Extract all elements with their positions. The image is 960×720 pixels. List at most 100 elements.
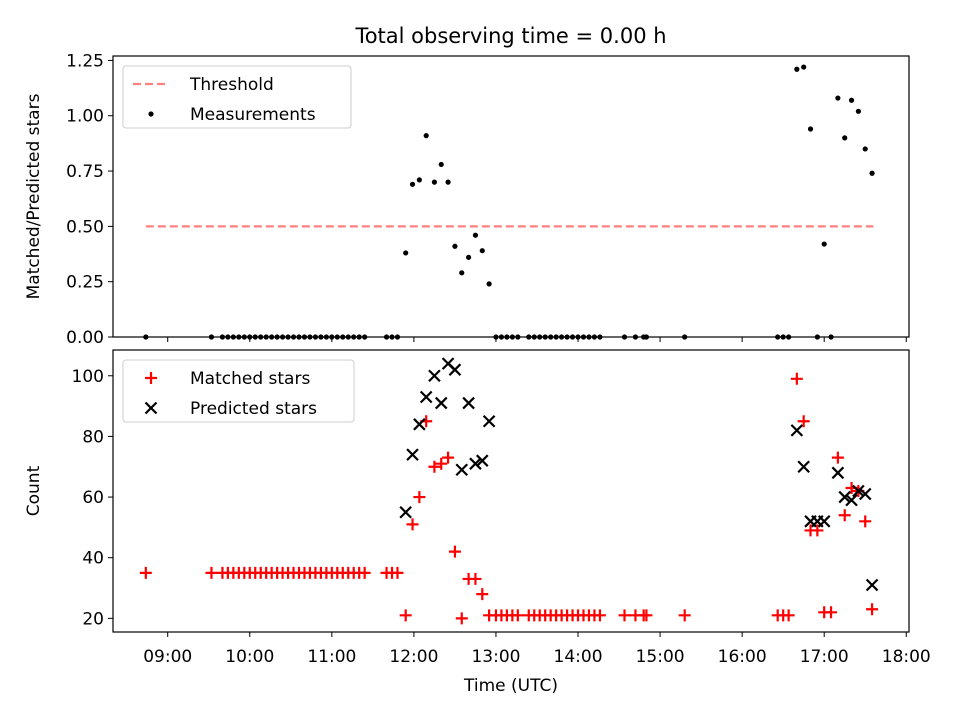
y-axis-label: Matched/Predicted stars xyxy=(24,93,44,299)
y-tick-label: 0.25 xyxy=(66,273,104,293)
data-point xyxy=(848,97,855,103)
data-point xyxy=(205,566,218,579)
data-point xyxy=(831,451,844,464)
data-point xyxy=(797,460,810,474)
data-point xyxy=(416,177,422,183)
y-tick-label: 0.75 xyxy=(66,162,104,182)
legend-label: Measurements xyxy=(190,105,316,125)
legend-swatch xyxy=(148,111,154,117)
x-axis-label: Time (UTC) xyxy=(463,676,558,696)
y-tick-label: 100 xyxy=(72,367,104,387)
data-point xyxy=(409,181,416,187)
x-tick-label: 09:00 xyxy=(143,647,192,667)
data-point xyxy=(435,457,448,470)
legend-swatch xyxy=(145,372,157,384)
data-point xyxy=(859,515,872,528)
x-tick-label: 16:00 xyxy=(718,647,767,667)
data-point xyxy=(469,457,482,470)
data-point xyxy=(423,133,429,139)
data-point xyxy=(413,491,426,504)
data-point xyxy=(403,250,409,256)
data-point xyxy=(794,66,800,72)
data-point xyxy=(406,518,419,531)
data-point xyxy=(807,126,814,132)
legend-label: Threshold xyxy=(189,75,274,95)
data-point xyxy=(466,254,472,260)
data-point xyxy=(434,396,448,410)
data-point xyxy=(821,241,827,247)
data-point xyxy=(419,390,433,404)
x-tick-label: 13:00 xyxy=(471,647,520,667)
data-point xyxy=(442,451,455,464)
x-tick-label: 12:00 xyxy=(389,647,438,667)
data-point xyxy=(486,281,492,287)
data-point xyxy=(838,490,851,504)
data-point xyxy=(862,146,868,152)
data-point xyxy=(438,161,444,168)
data-point xyxy=(790,372,803,385)
data-point xyxy=(817,515,831,528)
data-point xyxy=(858,487,872,501)
data-point xyxy=(782,609,795,622)
data-point xyxy=(459,270,465,276)
data-point xyxy=(469,572,482,585)
data-point xyxy=(511,609,524,622)
legend-label: Predicted stars xyxy=(190,399,317,419)
data-point xyxy=(790,424,804,437)
data-point xyxy=(811,524,824,537)
data-point xyxy=(866,603,879,616)
data-point xyxy=(448,545,461,558)
y-tick-label: 80 xyxy=(82,427,104,447)
y-tick-label: 1.00 xyxy=(66,107,104,127)
data-point xyxy=(869,170,875,176)
data-point xyxy=(482,414,496,428)
y-tick-label: 0.00 xyxy=(66,328,104,348)
legend-box xyxy=(122,65,352,129)
data-point xyxy=(855,108,861,114)
data-point xyxy=(479,248,485,254)
x-tick-label: 18:00 xyxy=(882,647,931,667)
data-point xyxy=(640,609,653,622)
data-point xyxy=(462,396,475,410)
x-tick-label: 17:00 xyxy=(800,647,849,667)
chart-title: Total observing time = 0.00 h xyxy=(354,24,666,48)
series-predicted-stars xyxy=(399,357,879,592)
data-point xyxy=(797,415,810,428)
data-point xyxy=(831,466,845,480)
data-point xyxy=(399,505,412,519)
x-tick-label: 14:00 xyxy=(554,647,603,667)
data-point xyxy=(845,493,858,507)
data-point xyxy=(452,243,458,249)
data-point xyxy=(399,609,412,622)
data-point xyxy=(476,454,489,467)
x-tick-label: 15:00 xyxy=(636,647,685,667)
data-point xyxy=(391,566,404,579)
data-point xyxy=(472,232,479,238)
legend-box xyxy=(122,359,355,423)
y-axis-label: Count xyxy=(24,465,44,516)
data-point xyxy=(455,612,468,625)
data-point xyxy=(618,609,631,622)
data-point xyxy=(593,609,606,622)
plot-frame xyxy=(112,55,910,338)
y-tick-label: 0.50 xyxy=(66,217,104,237)
data-point xyxy=(678,609,691,622)
data-point xyxy=(865,578,879,592)
data-point xyxy=(139,566,152,579)
panel-2: Count 20 40 60 80 100 09:00 10:00 11:00 12:00 13:0… xyxy=(24,349,931,667)
data-point xyxy=(448,363,462,376)
legend-swatch xyxy=(144,401,158,415)
x-tick-label: 11:00 xyxy=(307,647,356,667)
data-point xyxy=(428,369,441,383)
data-point xyxy=(413,418,426,431)
y-tick-label: 60 xyxy=(82,488,104,508)
data-point xyxy=(358,566,371,579)
data-point xyxy=(455,463,469,477)
data-point xyxy=(852,484,865,498)
data-point xyxy=(445,179,451,185)
data-point xyxy=(838,509,851,522)
data-point xyxy=(801,64,807,70)
data-point xyxy=(842,135,848,141)
series-matched-stars xyxy=(139,372,879,625)
